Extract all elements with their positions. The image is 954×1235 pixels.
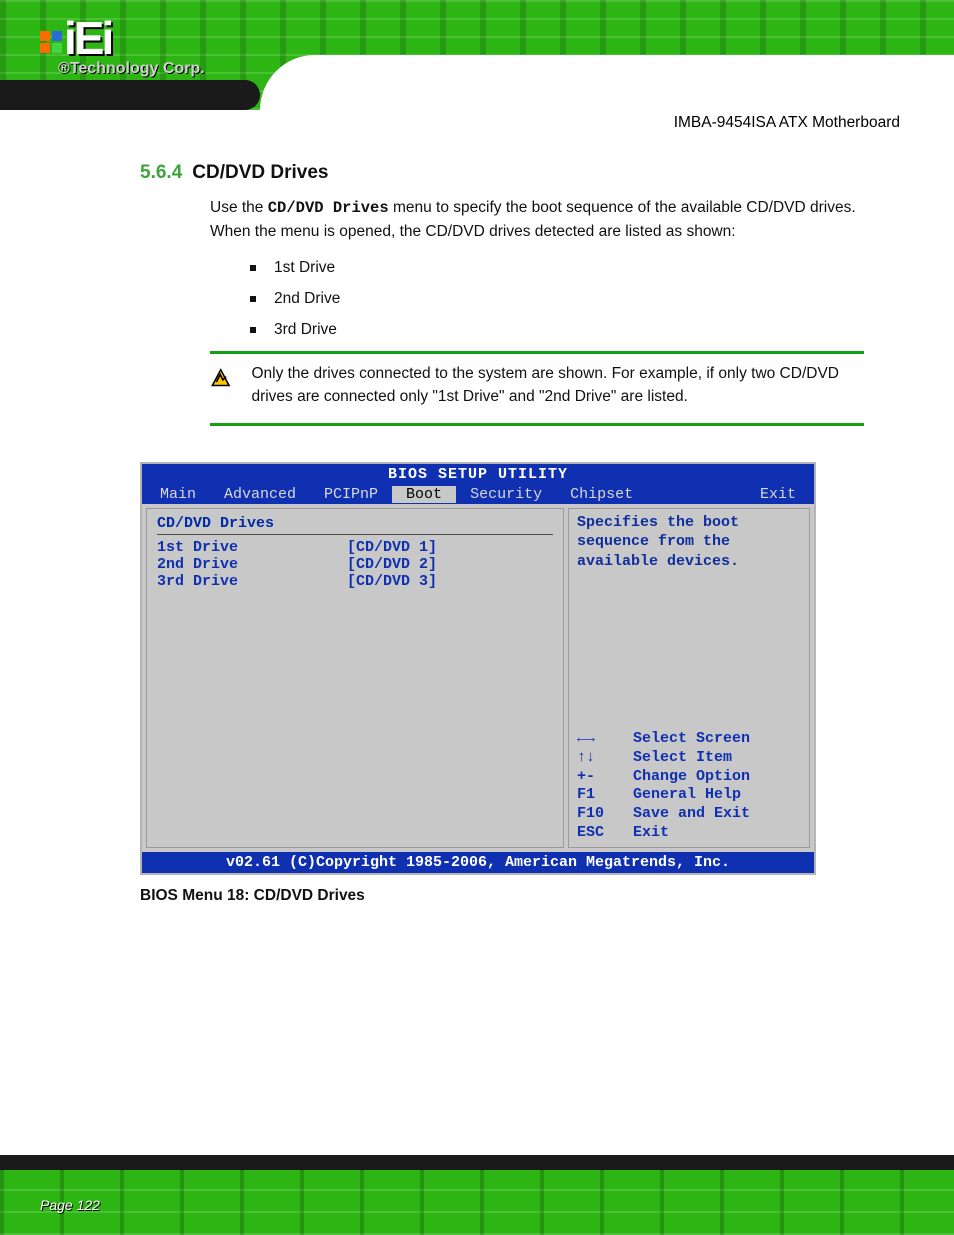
bios-setting-value: [CD/DVD 2]	[347, 556, 437, 573]
option-label: 2nd Drive	[274, 283, 340, 314]
header-dark-strip	[0, 80, 260, 110]
bios-right-panel: Specifies the boot sequence from the ava…	[568, 508, 810, 848]
bios-title: BIOS SETUP UTILITY	[142, 464, 814, 485]
bios-tab-advanced[interactable]: Advanced	[210, 486, 310, 503]
bios-screenshot: BIOS SETUP UTILITY Main Advanced PCIPnP …	[140, 462, 816, 875]
logo-squares-icon	[40, 31, 62, 53]
bios-tab-bar: Main Advanced PCIPnP Boot Security Chips…	[142, 485, 814, 504]
logo-text: iEi	[64, 20, 111, 57]
bios-setting-key: 3rd Drive	[157, 573, 347, 590]
figure-caption: BIOS Menu 18: CD/DVD Drives	[140, 887, 864, 905]
warning-icon	[210, 367, 231, 403]
bios-help-text: Specifies the boot sequence from the ava…	[577, 513, 801, 572]
bios-setting-value: [CD/DVD 1]	[347, 539, 437, 556]
section-number: 5.6.4	[140, 162, 182, 183]
footer-banner: Page 122	[0, 1115, 954, 1235]
key-label: Change Option	[633, 768, 750, 787]
option-item: 1st Drive	[250, 252, 864, 283]
product-line: IMBA-9454ISA ATX Motherboard	[0, 110, 954, 132]
bios-setting-row[interactable]: 1st Drive [CD/DVD 1]	[157, 539, 553, 556]
bios-setting-value: [CD/DVD 3]	[347, 573, 437, 590]
section-title: CD/DVD Drives	[192, 162, 328, 183]
document-body: 5.6.4 CD/DVD Drives Use the CD/DVD Drives…	[0, 132, 954, 905]
footer-green	[0, 1170, 954, 1235]
bios-tab-chipset[interactable]: Chipset	[556, 486, 647, 503]
page-number: Page 122	[40, 1197, 100, 1213]
intro-paragraph: Use the CD/DVD Drives menu to specify th…	[210, 196, 864, 244]
key-label: Exit	[633, 824, 669, 843]
header-banner: iEi ®Technology Corp.	[0, 0, 954, 110]
key-icon: ↑↓	[577, 749, 633, 768]
logo-square	[52, 31, 62, 41]
brand-logo: iEi	[40, 20, 111, 57]
bios-panel-title: CD/DVD Drives	[157, 515, 553, 535]
bios-footer: v02.61 (C)Copyright 1985-2006, American …	[142, 852, 814, 873]
key-icon: ←→	[577, 730, 633, 749]
option-label: 3rd Drive	[274, 314, 337, 345]
section-heading: 5.6.4 CD/DVD Drives	[140, 162, 864, 184]
bios-setting-key: 2nd Drive	[157, 556, 347, 573]
bios-tab-boot[interactable]: Boot	[392, 486, 456, 503]
key-icon: +-	[577, 768, 633, 787]
bullet-icon	[250, 296, 256, 302]
bios-tab-security[interactable]: Security	[456, 486, 556, 503]
key-label: Select Screen	[633, 730, 750, 749]
bios-setting-row[interactable]: 3rd Drive [CD/DVD 3]	[157, 573, 553, 590]
options-list: 1st Drive 2nd Drive 3rd Drive	[250, 252, 864, 345]
key-label: Select Item	[633, 749, 732, 768]
bios-setting-row[interactable]: 2nd Drive [CD/DVD 2]	[157, 556, 553, 573]
bios-setting-key: 1st Drive	[157, 539, 347, 556]
key-icon: ESC	[577, 824, 633, 843]
logo-tagline: ®Technology Corp.	[58, 60, 205, 78]
bios-key-legend: ←→Select Screen ↑↓Select Item +-Change O…	[577, 720, 801, 843]
bios-tab-pcipnp[interactable]: PCIPnP	[310, 486, 392, 503]
logo-square	[40, 31, 50, 41]
bios-tab-exit[interactable]: Exit	[746, 486, 810, 503]
note-block: Only the drives connected to the system …	[210, 354, 864, 423]
header-curve	[260, 55, 954, 110]
logo-square	[40, 43, 50, 53]
key-label: General Help	[633, 786, 741, 805]
note-text: Only the drives connected to the system …	[251, 362, 864, 409]
option-item: 2nd Drive	[250, 283, 864, 314]
bios-tab-main[interactable]: Main	[146, 486, 210, 503]
option-label: 1st Drive	[274, 252, 335, 283]
key-label: Save and Exit	[633, 805, 750, 824]
bios-left-panel: CD/DVD Drives 1st Drive [CD/DVD 1] 2nd D…	[146, 508, 564, 848]
bullet-icon	[250, 265, 256, 271]
key-icon: F1	[577, 786, 633, 805]
bios-body: CD/DVD Drives 1st Drive [CD/DVD 1] 2nd D…	[142, 504, 814, 852]
key-icon: F10	[577, 805, 633, 824]
bullet-icon	[250, 327, 256, 333]
option-item: 3rd Drive	[250, 314, 864, 345]
note-divider-bottom	[210, 423, 864, 426]
logo-square	[52, 43, 62, 53]
menu-name: CD/DVD Drives	[268, 199, 389, 217]
